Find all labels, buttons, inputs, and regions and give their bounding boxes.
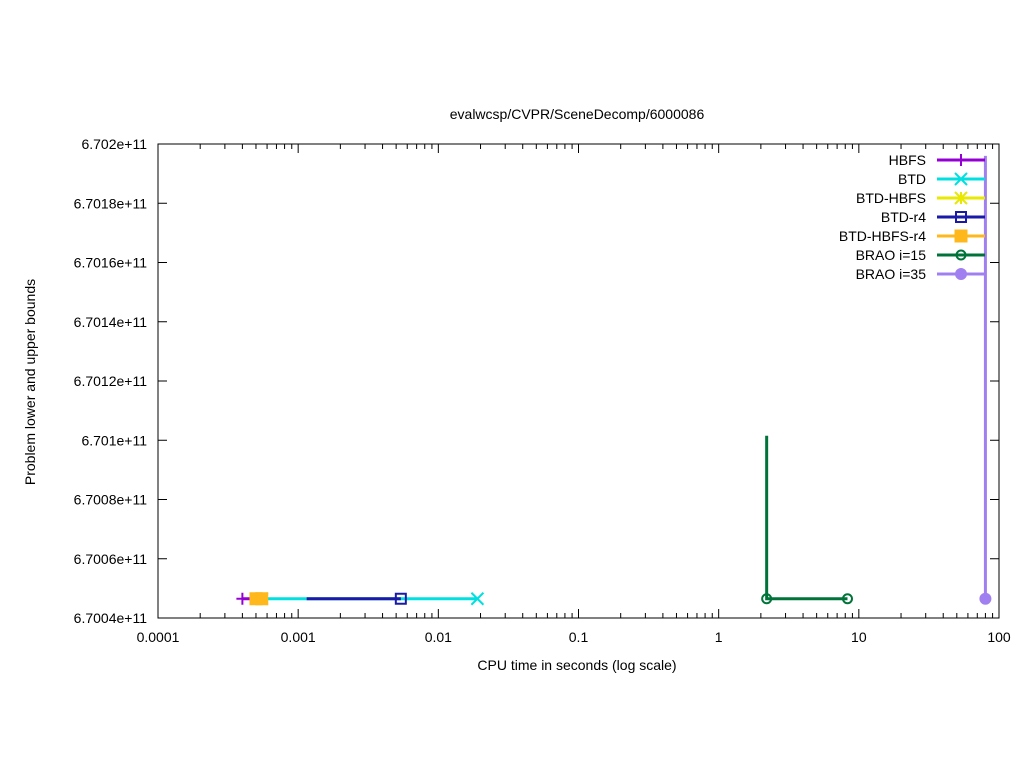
y-axis-label: Problem lower and upper bounds (22, 279, 38, 485)
x-tick-label: 0.1 (569, 629, 589, 645)
y-tick-label: 6.7004e+11 (74, 610, 148, 626)
axes: 0.0001 0.001 0.01 0.1 1 10 100 6.7004e+11 6.7006… (74, 136, 1011, 645)
y-tick-label: 6.7016e+11 (74, 255, 148, 271)
plot-area (236, 155, 992, 606)
legend-label: BRAO i=15 (856, 247, 927, 263)
legend-label: BTD-HBFS-r4 (839, 228, 926, 244)
y-tick-label: 6.7008e+11 (74, 492, 148, 508)
x-tick-label: 0.0001 (137, 629, 180, 645)
legend-marker (955, 211, 967, 223)
y-tick-label: 6.7018e+11 (74, 195, 148, 211)
legend-marker (954, 172, 968, 186)
y-tick-label: 6.7012e+11 (74, 373, 148, 389)
y-tick-label: 6.701e+11 (81, 432, 147, 448)
legend-marker (955, 154, 967, 166)
series-point-6-0 (979, 592, 992, 605)
x-tick-label: 100 (987, 629, 1011, 645)
y-tick-label: 6.7006e+11 (74, 551, 148, 567)
legend-label: BTD-HBFS (856, 190, 926, 206)
legend-label: BTD-r4 (881, 209, 926, 225)
series-start-point-4 (249, 592, 263, 606)
plot-frame (157, 143, 1000, 619)
legend-marker (955, 249, 967, 261)
x-tick-label: 1 (715, 629, 723, 645)
legend: HBFS BTD BTD-HBFS BTD-r4 BTD-HBFS-r4 BRAO i=1… (839, 152, 985, 282)
legend-marker (955, 268, 967, 280)
x-axis-label: CPU time in seconds (log scale) (477, 657, 676, 673)
series-point-5-1 (841, 593, 853, 605)
x-tick-label: 10 (851, 629, 867, 645)
legend-label: HBFS (889, 152, 926, 168)
y-tick-label: 6.702e+11 (81, 136, 147, 152)
series-point-1-0 (470, 592, 485, 606)
legend-label: BTD (898, 171, 926, 187)
y-tick-label: 6.7014e+11 (74, 314, 148, 330)
series-start-point-0 (236, 592, 249, 605)
legend-label: BRAO i=35 (856, 266, 927, 282)
x-tick-label: 0.001 (281, 629, 316, 645)
legend-marker (954, 191, 968, 205)
series-point-5-0 (761, 593, 773, 605)
chart-title: evalwcsp/CVPR/SceneDecomp/6000086 (450, 106, 705, 122)
x-tick-label: 0.01 (425, 629, 452, 645)
series-point-3-0 (394, 592, 407, 605)
legend-marker (954, 229, 968, 243)
series-line-5 (765, 435, 848, 601)
